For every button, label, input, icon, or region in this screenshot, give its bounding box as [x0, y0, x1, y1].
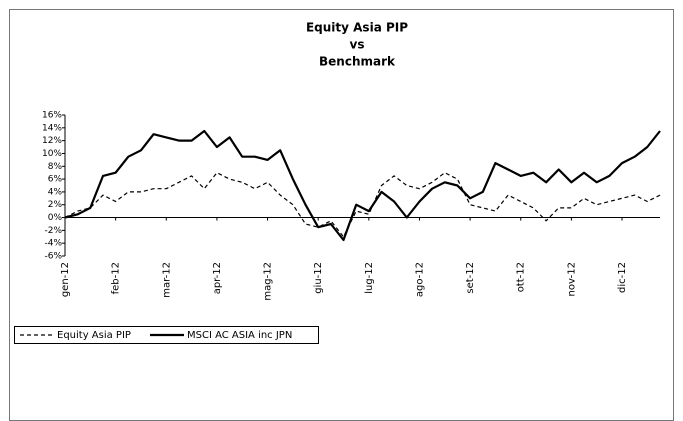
- x-tick-label: set-12: [465, 262, 476, 294]
- chart-title: Benchmark: [319, 55, 396, 69]
- x-tick-label: dic-12: [617, 262, 628, 293]
- y-tick-label: 10%: [42, 149, 62, 159]
- legend-box: [14, 326, 319, 344]
- legend-label: Equity Asia PIP: [57, 330, 131, 341]
- y-tick-label: -6%: [44, 252, 62, 262]
- x-tick-label: mag-12: [263, 262, 274, 301]
- chart-title: vs: [350, 38, 365, 52]
- y-tick-label: 4%: [48, 187, 63, 197]
- x-tick-label: nov-12: [566, 262, 577, 296]
- y-tick-label: 0%: [48, 213, 63, 223]
- x-tick-label: mar-12: [161, 262, 172, 298]
- y-tick-label: 14%: [42, 123, 62, 133]
- y-tick-label: 2%: [48, 200, 63, 210]
- y-tick-label: 6%: [48, 175, 63, 185]
- x-tick-label: lug-12: [364, 262, 375, 294]
- x-tick-label: gen-12: [60, 262, 71, 297]
- line-series: [64, 129, 661, 242]
- x-tick-label: giu-12: [313, 262, 324, 294]
- y-tick-label: -2%: [44, 226, 62, 236]
- legend-label: MSCI AC ASIA inc JPN: [187, 330, 292, 341]
- chart-title: Equity Asia PIP: [306, 21, 408, 35]
- x-tick-label: ott-12: [516, 262, 527, 292]
- y-tick-label: 8%: [48, 162, 63, 172]
- y-tick-label: 16%: [42, 111, 62, 121]
- x-tick-label: feb-12: [111, 262, 122, 294]
- y-tick-label: 12%: [42, 136, 62, 146]
- line-series: [64, 172, 661, 238]
- chart-frame: [9, 9, 674, 421]
- x-tick-label: ago-12: [414, 262, 425, 297]
- y-tick-label: -4%: [44, 239, 62, 249]
- x-tick-label: apr-12: [212, 262, 223, 294]
